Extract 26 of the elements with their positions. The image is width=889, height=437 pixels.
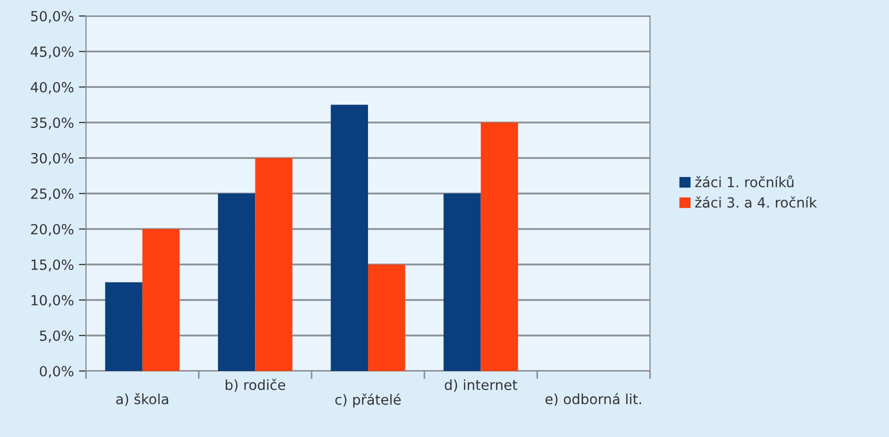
- y-tick-label: 45,0%: [30, 46, 74, 58]
- bar: [255, 158, 292, 371]
- y-tick-label: 10,0%: [32, 294, 74, 307]
- y-tick-label: 40,0%: [30, 82, 74, 94]
- bar: [444, 194, 481, 371]
- y-tick-label: 50,0%: [31, 10, 74, 23]
- y-tick-label: 20,0%: [31, 224, 74, 236]
- legend-label: žáci 1. ročníků: [695, 175, 794, 188]
- bar: [105, 282, 142, 371]
- legend-label: žáci 3. a 4. ročník: [695, 196, 817, 208]
- x-tick-label: e) odborná lit.: [545, 392, 641, 406]
- bar: [142, 229, 180, 371]
- y-tick-label: 0,0%: [40, 366, 74, 378]
- bar: [218, 194, 256, 371]
- x-tick-label: b) rodiče: [226, 378, 286, 392]
- bar: [330, 104, 368, 371]
- x-tick-label: c) přátelé: [335, 394, 401, 408]
- y-tick-label: 30,0%: [31, 152, 74, 165]
- y-tick-label: 15,0%: [32, 259, 74, 272]
- bar: [368, 264, 406, 371]
- y-tick-label: 25,0%: [31, 188, 74, 200]
- x-tick-label: a) škola: [116, 392, 168, 406]
- bar: [480, 122, 518, 371]
- y-tick-label: 5,0%: [40, 330, 74, 342]
- x-tick-label: d) internet: [444, 379, 518, 392]
- y-tick-label: 35,0%: [31, 117, 74, 130]
